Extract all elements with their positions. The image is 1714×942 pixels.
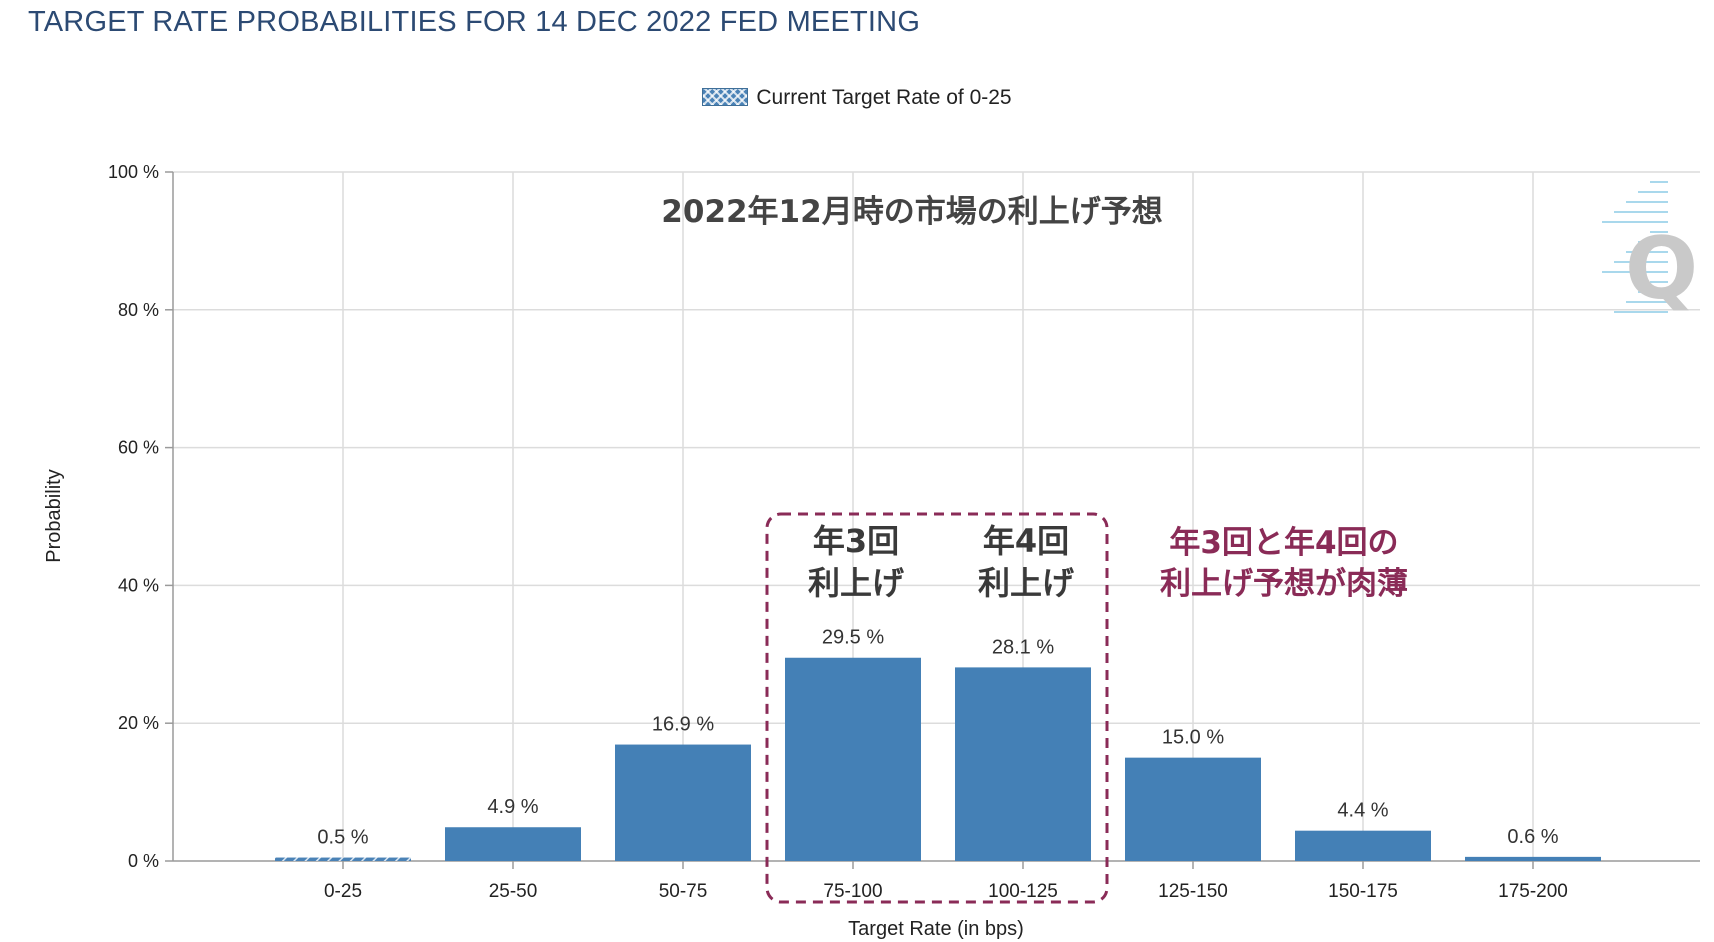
x-tick-label-75-100: 75-100 (823, 881, 882, 902)
y-tick-label: 0 % (128, 851, 159, 871)
bar-0-25[interactable] (275, 857, 411, 861)
data-label-50-75: 16.9 % (652, 714, 714, 736)
bar-125-150[interactable] (1125, 757, 1261, 861)
data-label-175-200: 0.6 % (1507, 826, 1558, 848)
data-label-150-175: 4.4 % (1337, 800, 1388, 822)
legend-swatch-hatched (702, 88, 749, 106)
x-tick-label-125-150: 125-150 (1158, 881, 1228, 902)
bar-note-75-100-line-1: 年3回 (813, 522, 899, 560)
data-label-100-125: 28.1 % (992, 636, 1054, 658)
y-tick-label: 80 % (118, 300, 159, 320)
bar-175-200[interactable] (1465, 856, 1601, 861)
overlay-title: 2022年12月時の市場の利上げ予想 (661, 194, 1162, 230)
watermark-letter: Q (1625, 219, 1698, 319)
data-label-125-150: 15.0 % (1162, 727, 1224, 749)
x-axis-title: Target Rate (in bps) (848, 918, 1024, 940)
x-tick-label-150-175: 150-175 (1328, 881, 1398, 902)
bar-note-100-125-line-2: 利上げ (978, 564, 1074, 602)
x-tick-label-0-25: 0-25 (324, 881, 362, 902)
y-tick-label: 20 % (118, 713, 159, 733)
bar-100-125[interactable] (955, 667, 1091, 861)
y-tick-label: 40 % (118, 575, 159, 595)
bar-note-75-100-line-2: 利上げ (808, 564, 904, 602)
bar-note-100-125-line-1: 年4回 (983, 522, 1069, 560)
x-tick-label-25-50: 25-50 (489, 881, 538, 902)
side-note-line-1: 年3回と年4回の (1169, 525, 1398, 561)
bar-25-50[interactable] (445, 827, 581, 861)
x-tick-label-100-125: 100-125 (988, 881, 1058, 902)
data-label-0-25: 0.5 % (317, 827, 368, 849)
legend-label: Current Target Rate of 0-25 (756, 86, 1012, 109)
bar-150-175[interactable] (1295, 830, 1431, 861)
highlight-box (765, 512, 1109, 904)
y-tick-label: 100 % (108, 162, 159, 182)
y-axis-title: Probability (43, 469, 65, 562)
y-tick-label: 60 % (118, 438, 159, 458)
watermark-logo: Q (1602, 181, 1698, 319)
bar-75-100[interactable] (785, 657, 921, 861)
bar-50-75[interactable] (615, 744, 751, 861)
data-label-25-50: 4.9 % (487, 796, 538, 818)
data-label-75-100: 29.5 % (822, 627, 884, 649)
chart-title: TARGET RATE PROBABILITIES FOR 14 DEC 202… (28, 6, 921, 38)
x-tick-label-175-200: 175-200 (1498, 881, 1568, 902)
x-tick-label-50-75: 50-75 (659, 881, 708, 902)
side-note-line-2: 利上げ予想が肉薄 (1160, 566, 1408, 602)
chart-legend[interactable]: Current Target Rate of 0-25 (0, 86, 1714, 110)
